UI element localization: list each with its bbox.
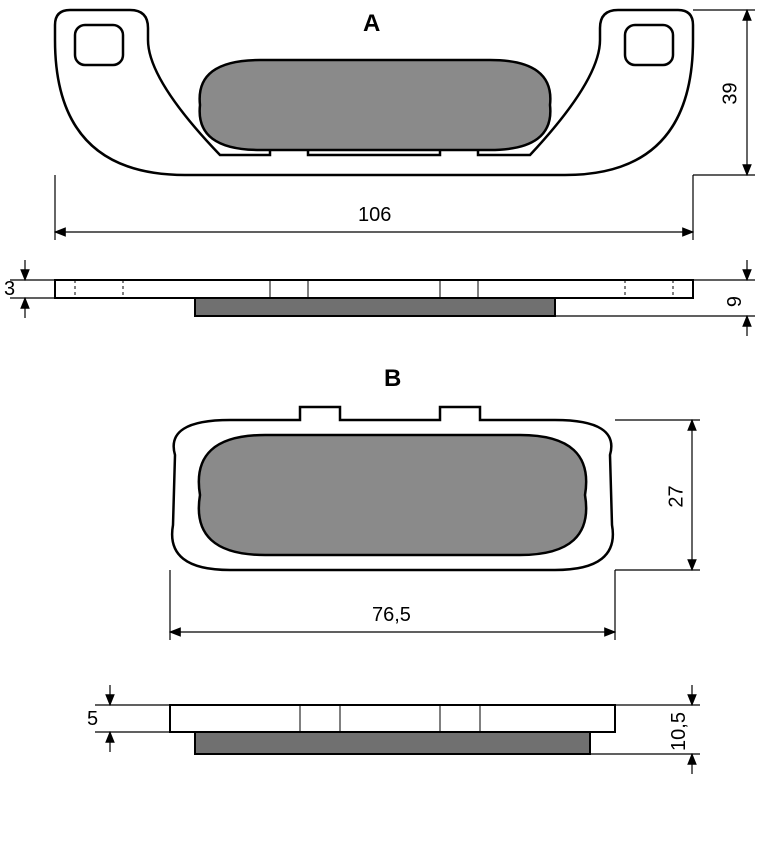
technical-drawing: A B 106 39 3 9 76,5 27 5 10,5 [0,0,768,857]
dim-b-thick: 10,5 [668,712,691,751]
dim-a-width: 106 [358,204,391,227]
section-b-label: B [384,365,401,393]
part-a-side [55,280,693,316]
dim-b-width: 76,5 [372,604,411,627]
dim-b-plate: 5 [87,708,98,731]
part-b-side [170,705,615,754]
section-a-label: A [363,10,380,38]
dim-a-plate: 3 [4,278,15,301]
dim-b-height: 27 [666,485,689,507]
dim-a-thick: 9 [724,296,747,307]
part-b-front [172,407,613,570]
dim-a-height: 39 [720,82,743,104]
